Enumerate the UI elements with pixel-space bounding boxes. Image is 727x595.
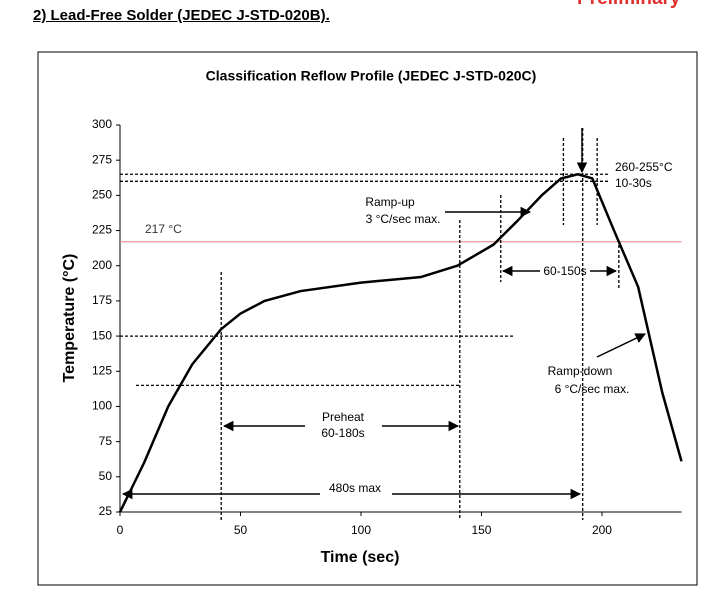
- arrow: [596, 333, 646, 358]
- annotation: 6 °C/sec max.: [555, 382, 630, 396]
- annotation: 260-255°C: [615, 160, 673, 174]
- section-title: 2) Lead-Free Solder (JEDEC J-STD-020B).: [33, 7, 330, 24]
- arrows: [121, 128, 646, 500]
- profile-line: [118, 173, 683, 513]
- x-tick-label: 0: [117, 523, 124, 537]
- y-tick-label: 75: [99, 434, 113, 448]
- annotation: Ramp-down: [548, 364, 613, 378]
- y-tick-label: 275: [92, 152, 112, 166]
- y-tick-label: 150: [92, 328, 112, 342]
- y-tick-label: 175: [92, 293, 112, 307]
- x-tick-label: 100: [351, 523, 371, 537]
- annotation: 60-180s: [321, 426, 364, 440]
- x-tick-label: 150: [471, 523, 491, 537]
- y-axis-label: Temperature (°C): [61, 254, 78, 383]
- y-tick-label: 200: [92, 258, 112, 272]
- annotation: 60-150s: [543, 264, 586, 278]
- annotation: 480s max: [329, 481, 381, 495]
- x-tick-label: 50: [234, 523, 248, 537]
- annotation: 217 °C: [145, 222, 182, 236]
- x-tick-label: 200: [592, 523, 612, 537]
- chart-frame: [37, 51, 698, 586]
- y-tick-label: 25: [99, 504, 113, 518]
- y-tick-label: 225: [92, 223, 112, 237]
- y-tick-label: 125: [92, 363, 112, 377]
- x-axis-label: Time (sec): [321, 549, 400, 566]
- annotation: Preheat: [322, 410, 365, 424]
- chart-title: Classification Reflow Profile (JEDEC J-S…: [206, 68, 537, 84]
- annotation: Ramp-up: [365, 195, 415, 209]
- y-tick-label: 300: [92, 117, 112, 131]
- y-tick-label: 250: [92, 188, 112, 202]
- y-tick-label: 100: [92, 399, 112, 413]
- badge: Preliminary: [577, 0, 681, 10]
- annotation: 10-30s: [615, 176, 652, 190]
- y-tick-label: 50: [99, 469, 113, 483]
- annotation: 3 °C/sec max.: [366, 212, 441, 226]
